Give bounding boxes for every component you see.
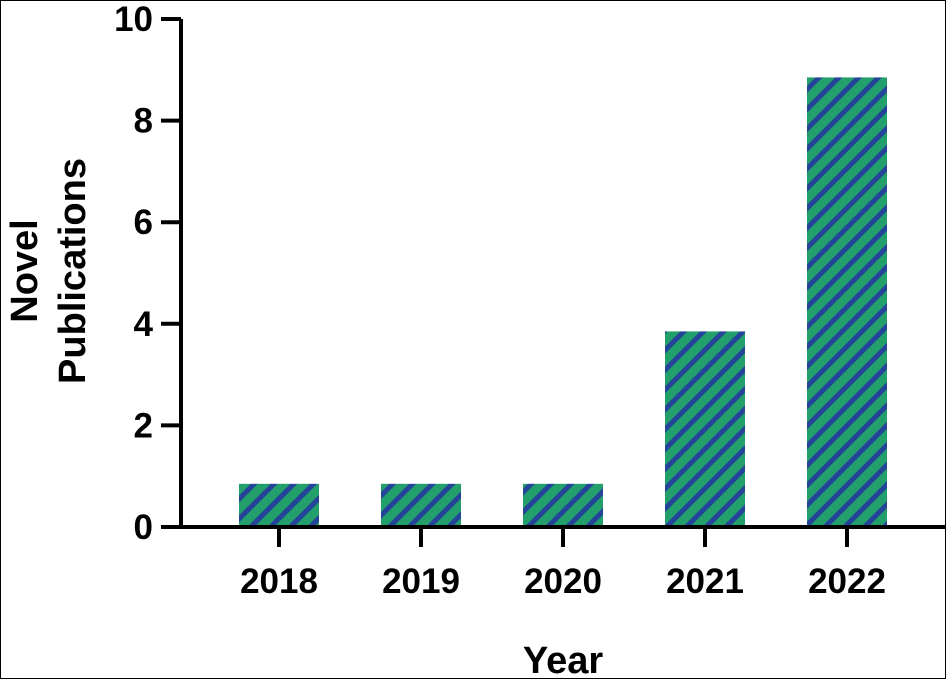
bar-2018 (239, 483, 319, 527)
x-tick-label-2021: 2021 (666, 562, 744, 601)
y-tick-label-0: 0 (134, 508, 153, 547)
plot-area: 0 2 4 6 8 10 2018 2019 2020 2021 2022 (114, 1, 945, 601)
x-axis-title: Year (523, 640, 604, 678)
bar-2022 (807, 77, 887, 528)
bar-2020 (523, 483, 603, 527)
y-tick-label-8: 8 (134, 102, 153, 141)
bar-2021 (665, 331, 745, 527)
bar-2019 (381, 483, 461, 527)
y-axis-title-line-2: Publications (52, 158, 94, 384)
x-tick-label-2018: 2018 (240, 562, 318, 601)
x-tick-label-2020: 2020 (524, 562, 602, 601)
y-tick-label-2: 2 (134, 406, 153, 445)
y-tick-label-6: 6 (134, 203, 153, 242)
y-tick-label-10: 10 (114, 1, 153, 39)
y-tick-label-4: 4 (134, 305, 154, 344)
y-axis-title-line-1: Novel (4, 219, 46, 322)
x-tick-label-2019: 2019 (382, 562, 460, 601)
x-tick-label-2022: 2022 (808, 562, 886, 601)
